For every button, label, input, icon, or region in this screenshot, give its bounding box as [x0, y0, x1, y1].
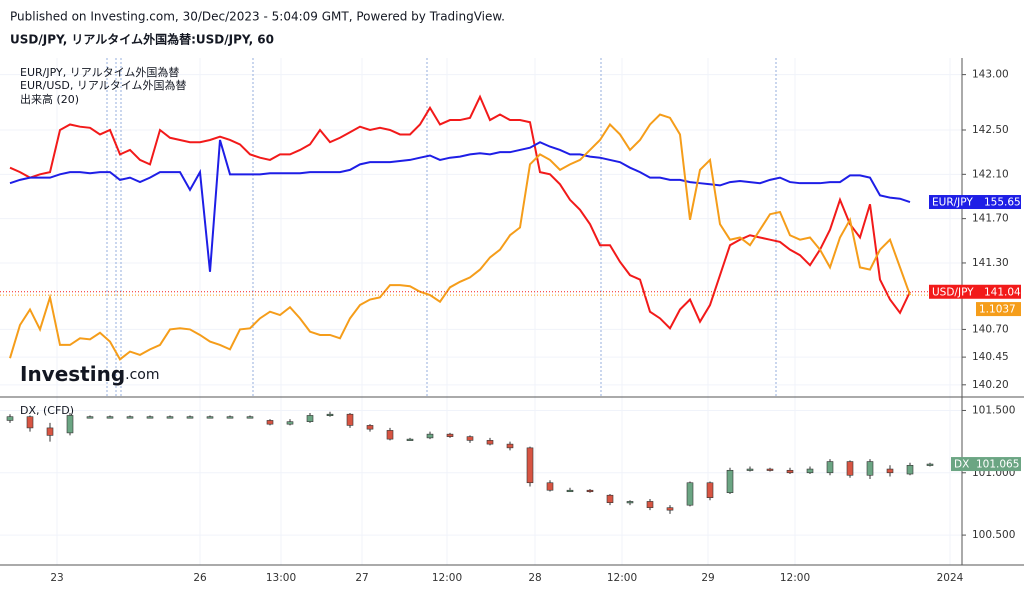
series-badge-text: 141.04: [984, 286, 1021, 298]
candle-body: [326, 413, 334, 417]
candle-body: [886, 468, 894, 474]
series-line: [9, 113, 911, 361]
candle-body: [706, 482, 714, 499]
candle-body: [606, 494, 614, 503]
x-tick-label: 12:00: [607, 572, 637, 584]
candle-body: [266, 420, 274, 425]
candle-body: [206, 416, 214, 419]
y-tick-label: 143.00: [972, 69, 1009, 81]
series-badge-text: 1.1037: [979, 304, 1016, 316]
legend-entry: 出来高 (20): [20, 92, 79, 106]
candle-body: [446, 433, 454, 437]
x-tick-label: 28: [528, 572, 541, 584]
x-tick-label: 23: [50, 572, 63, 584]
candle-body: [866, 461, 874, 476]
session-lines: [106, 58, 777, 397]
series-badge-text: USD/JPY: [932, 286, 974, 298]
candle-body: [426, 433, 434, 439]
y-tick-label: 142.10: [972, 168, 1009, 180]
candle-body: [106, 416, 114, 419]
candle-body: [306, 415, 314, 422]
candle-body: [746, 468, 754, 471]
y-tick-label: 141.30: [972, 257, 1009, 269]
candle-body: [686, 482, 694, 506]
candle-body: [166, 416, 174, 419]
candle-body: [66, 415, 74, 434]
candle-body: [586, 489, 594, 493]
series-badge: [976, 302, 1021, 317]
dx-badge-text: DX: [954, 459, 969, 471]
candle-body: [86, 416, 94, 419]
candle-body: [6, 416, 14, 421]
candle-body: [286, 421, 294, 425]
legend-entry: EUR/JPY, リアルタイム外国為替: [20, 65, 179, 79]
dx-badge: [951, 457, 1021, 472]
candle-body: [386, 430, 394, 440]
candle-body: [566, 489, 574, 493]
x-tick-label: 26: [193, 572, 207, 584]
series-line: [9, 139, 911, 272]
x-tick-label: 29: [701, 572, 714, 584]
y-tick-label: 140.70: [972, 323, 1009, 335]
y-tick-label: 100.500: [972, 529, 1015, 541]
x-tick-label: 27: [355, 572, 368, 584]
candle-body: [646, 501, 654, 508]
candle-body: [146, 416, 154, 419]
candle-body: [626, 501, 634, 504]
candle-body: [26, 416, 34, 429]
series-badge: [929, 284, 1021, 299]
candle-body: [506, 443, 514, 449]
candle-body: [466, 436, 474, 441]
y-tick-label: 140.20: [972, 379, 1009, 391]
y-tick-label: 140.45: [972, 351, 1009, 363]
candle-body: [806, 468, 814, 474]
candle-body: [186, 416, 194, 419]
x-tick-label: 12:00: [780, 572, 810, 584]
symbol-title: USD/JPY, リアルタイム外国為替:USD/JPY, 60: [10, 32, 274, 47]
series-badge-text: 155.65: [984, 197, 1021, 209]
candle-body: [906, 464, 914, 475]
series-badge: [929, 195, 1021, 210]
candle-body: [666, 507, 674, 511]
grid: [0, 58, 962, 565]
published-note: Published on Investing.com, 30/Dec/2023 …: [10, 10, 505, 24]
y-tick-label: 101.500: [972, 404, 1015, 416]
candle-body: [546, 482, 554, 491]
series-line: [9, 94, 911, 330]
watermark-brand: Investing: [20, 362, 125, 386]
candle-body: [766, 468, 774, 471]
watermark: Investing.com: [20, 362, 160, 386]
y-tick-label: 141.70: [972, 213, 1009, 225]
candle-body: [926, 463, 934, 466]
watermark-suffix: .com: [125, 367, 159, 383]
candle-body: [46, 427, 54, 436]
candle-body: [226, 416, 234, 419]
candle-body: [726, 469, 734, 494]
candle-body: [786, 469, 794, 474]
candle-body: [246, 416, 254, 419]
candle-body: [126, 416, 134, 419]
dx-badge-text: 101.065: [976, 459, 1019, 471]
x-tick-label: 2024: [937, 572, 964, 584]
candle-body: [366, 425, 374, 430]
candle-body: [826, 461, 834, 474]
y-tick-label: 142.50: [972, 124, 1009, 136]
candle-body: [526, 447, 534, 484]
legend-entry: EUR/USD, リアルタイム外国為替: [20, 78, 187, 92]
candle-body: [346, 413, 354, 426]
x-tick-label: 13:00: [266, 572, 296, 584]
candle-body: [846, 461, 854, 476]
series-badge-text: EUR/JPY: [932, 197, 973, 209]
x-tick-label: 12:00: [432, 572, 462, 584]
pane-title: DX, (CFD): [20, 404, 74, 417]
candle-body: [406, 438, 414, 441]
candle-body: [486, 440, 494, 445]
